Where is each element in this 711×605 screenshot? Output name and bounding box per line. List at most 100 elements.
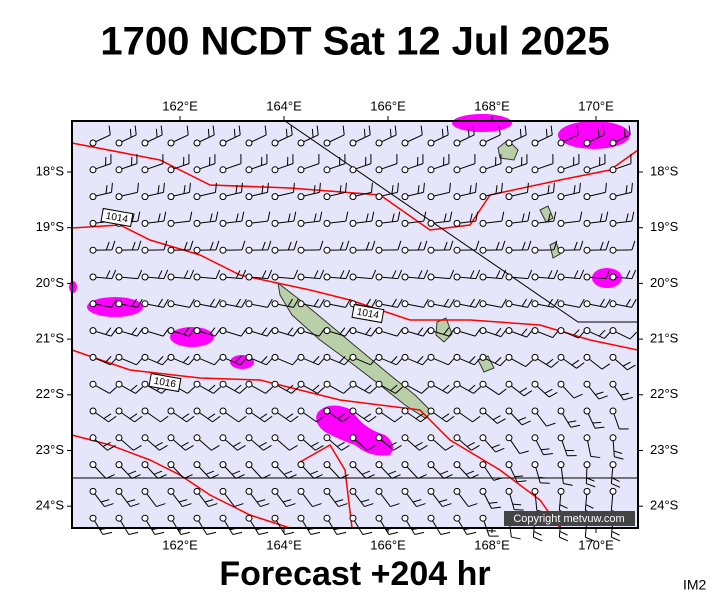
barb-flag [513,504,522,505]
station [220,515,226,521]
station [350,515,356,521]
station [142,354,148,360]
station [142,435,148,441]
lat-label: 21°S [36,331,65,346]
station [558,194,564,200]
station [272,435,278,441]
station [116,194,122,200]
station [142,328,148,334]
barb-flag [286,129,287,138]
station [142,301,148,307]
station [480,354,486,360]
station [428,381,434,387]
station [350,354,356,360]
station [402,167,408,173]
station [610,194,616,200]
station [324,167,330,173]
station [246,435,252,441]
barb-flag [312,129,313,138]
lon-label: 170°E [578,537,614,552]
station [454,167,460,173]
station [376,194,382,200]
station [532,247,538,253]
station [454,381,460,387]
station [168,194,174,200]
lat-label: 18°S [36,163,65,178]
station [454,194,460,200]
station [116,354,122,360]
station [506,408,512,414]
barb-flag [208,129,209,138]
station [506,381,512,387]
barb-flag [467,532,476,534]
station [506,488,512,494]
lat-label: 24°S [36,498,65,513]
station [584,220,590,226]
station [584,247,590,253]
station [480,274,486,280]
station [324,488,330,494]
station [480,247,486,253]
station [246,301,252,307]
station [90,462,96,468]
station [194,328,200,334]
station [506,274,512,280]
station [168,328,174,334]
station [142,462,148,468]
station [116,435,122,441]
station [116,515,122,521]
station [506,140,512,146]
station [116,462,122,468]
station [298,381,304,387]
station [428,194,434,200]
station [298,408,304,414]
station [506,167,512,173]
station [402,488,408,494]
station [610,462,616,468]
station [220,140,226,146]
station [480,140,486,146]
lon-label: 162°E [162,98,198,113]
station [246,328,252,334]
station [428,140,434,146]
station [168,167,174,173]
station [246,354,252,360]
barb-flag [364,129,365,138]
station [142,220,148,226]
station [402,435,408,441]
station [610,247,616,253]
station [584,435,590,441]
station [584,194,590,200]
station [350,488,356,494]
station [142,194,148,200]
station [402,140,408,146]
station [558,274,564,280]
station [584,354,590,360]
station [194,140,200,146]
station [116,167,122,173]
station [220,274,226,280]
station [532,301,538,307]
station [480,220,486,226]
station [454,328,460,334]
station [532,194,538,200]
station [246,167,252,173]
station [272,381,278,387]
station [168,435,174,441]
station [376,381,382,387]
station [428,488,434,494]
barb-flag [363,532,372,534]
station [90,381,96,387]
station [532,462,538,468]
station [506,354,512,360]
station [194,408,200,414]
lat-label: 21°S [650,331,679,346]
station [194,354,200,360]
barb-flag [259,532,268,534]
station [298,354,304,360]
station [168,488,174,494]
station [220,435,226,441]
station [116,140,122,146]
barb-flag [546,129,547,138]
